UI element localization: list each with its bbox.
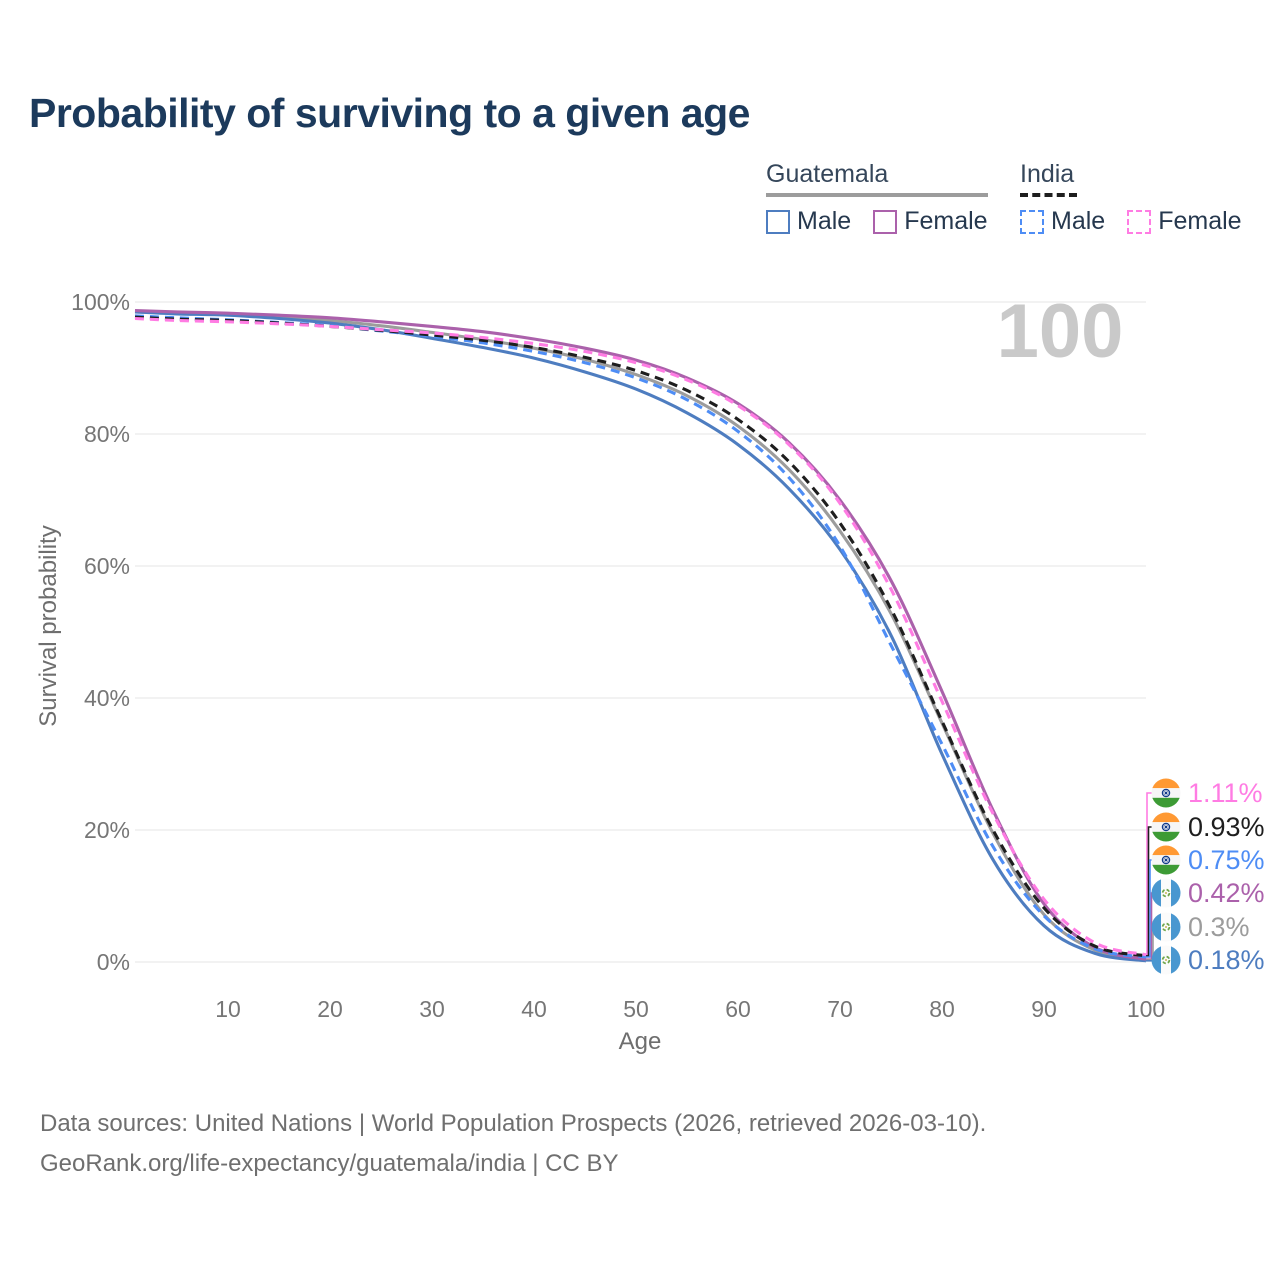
- end-label-row-india_female[interactable]: 1.11%: [1151, 778, 1263, 808]
- legend-group-guatemala: Guatemala Male Female: [766, 160, 988, 236]
- y-tick-label: 20%: [83, 817, 130, 843]
- license-line[interactable]: GeoRank.org/life-expectancy/guatemala/in…: [40, 1150, 619, 1177]
- india-flag-icon: [1151, 778, 1181, 808]
- x-tick-label: 10: [215, 996, 241, 1022]
- y-tick-label: 40%: [83, 685, 130, 711]
- y-axis-title: Survival probability: [35, 525, 62, 727]
- legend-header-guatemala[interactable]: Guatemala: [766, 160, 889, 188]
- y-tick-label: 0%: [96, 949, 130, 975]
- x-tick-label: 30: [419, 996, 445, 1022]
- x-tick-label: 100: [1126, 996, 1166, 1022]
- y-tick-label: 100%: [71, 289, 130, 315]
- end-value-label: 0.75%: [1188, 844, 1265, 875]
- end-value-label: 0.18%: [1188, 944, 1265, 975]
- curve-guatemala_male[interactable]: [134, 310, 1147, 963]
- end-value-label: 0.3%: [1188, 911, 1250, 942]
- end-value-label: 0.42%: [1188, 877, 1265, 908]
- end-label-row-guatemala_female[interactable]: 0.42%: [1151, 878, 1265, 908]
- x-tick-label: 70: [827, 996, 853, 1022]
- end-label-leader: [1146, 826, 1153, 957]
- guatemala-flag-icon: [1151, 945, 1181, 975]
- end-value-label: 1.11%: [1188, 777, 1263, 808]
- y-tick-label: 60%: [83, 553, 130, 579]
- end-value-label: 0.93%: [1188, 811, 1265, 842]
- india-flag-icon: [1151, 812, 1181, 842]
- end-label-row-india_total[interactable]: 0.93%: [1151, 812, 1265, 842]
- legend-header-india[interactable]: India: [1020, 160, 1075, 188]
- legend-item-label: Male: [1051, 207, 1106, 235]
- legend-item-guatemala-female[interactable]: Female: [873, 207, 988, 236]
- page-title: Probability of surviving to a given age: [29, 90, 750, 136]
- end-label-row-guatemala_male[interactable]: 0.18%: [1151, 945, 1265, 975]
- legend-group-india: India Male Female: [1020, 160, 1242, 236]
- end-label-row-guatemala_total[interactable]: 0.3%: [1151, 912, 1250, 942]
- x-tick-label: 80: [929, 996, 955, 1022]
- line-swatch-icon: [766, 209, 790, 234]
- x-axis-title: Age: [618, 1028, 662, 1055]
- line-swatch-icon: [873, 209, 898, 234]
- data-sources-line: Data sources: United Nations | World Pop…: [40, 1110, 987, 1137]
- x-tick-label: 90: [1031, 996, 1057, 1022]
- x-tick-label: 20: [317, 996, 343, 1022]
- legend-item-guatemala-male[interactable]: Male: [766, 207, 851, 236]
- india-flag-icon: [1151, 845, 1181, 875]
- x-tick-label: 50: [623, 996, 649, 1022]
- hovered-age-watermark: 100: [996, 289, 1124, 374]
- end-label-row-india_male[interactable]: 0.75%: [1151, 845, 1265, 875]
- footer-attribution: Data sources: United Nations | World Pop…: [40, 1104, 986, 1184]
- legend-underline-india-dashed: [1020, 193, 1077, 197]
- end-label-leader: [1146, 792, 1153, 956]
- legend-underline-guatemala-solid: [766, 193, 988, 197]
- guatemala-flag-icon: [1151, 878, 1181, 908]
- legend-item-label: Female: [904, 207, 988, 235]
- legend-item-india-male[interactable]: Male: [1020, 207, 1105, 236]
- x-tick-label: 60: [725, 996, 751, 1022]
- x-tick-label: 40: [521, 996, 547, 1022]
- line-swatch-icon: [1127, 209, 1152, 234]
- legend-item-label: Female: [1158, 207, 1242, 235]
- legend-item-india-female[interactable]: Female: [1127, 207, 1242, 236]
- curve-guatemala_female[interactable]: [134, 309, 1147, 961]
- y-tick-label: 80%: [83, 421, 130, 447]
- line-swatch-icon: [1020, 209, 1044, 234]
- legend-item-label: Male: [797, 207, 852, 235]
- guatemala-flag-icon: [1151, 912, 1181, 942]
